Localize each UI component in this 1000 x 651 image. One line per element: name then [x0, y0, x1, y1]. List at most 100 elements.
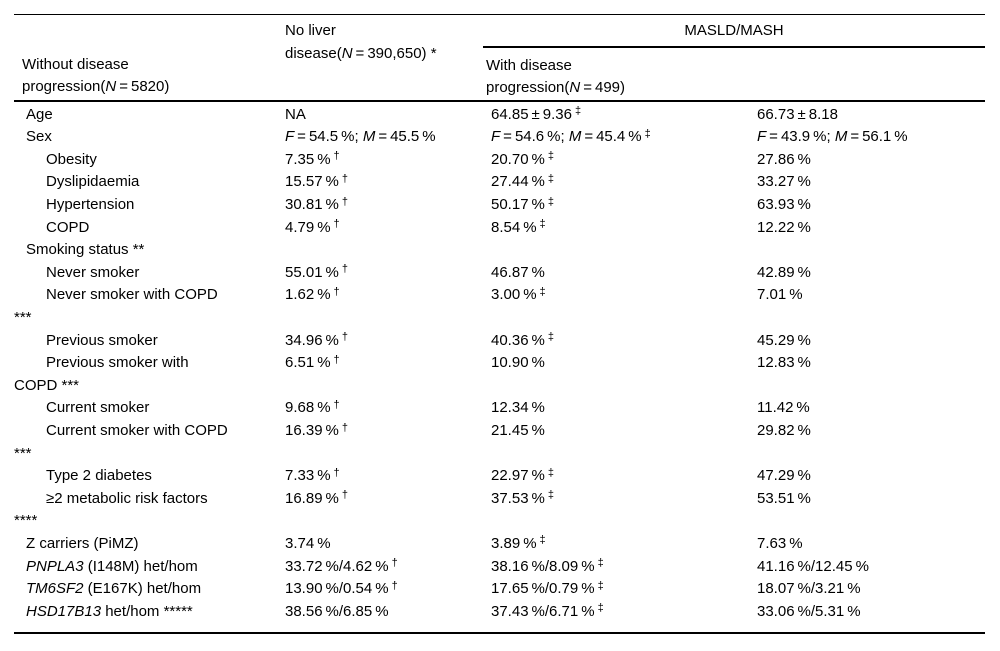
cell-value: 66.73 ± 8.18 [754, 99, 985, 127]
cell-value: 41.16 %/12.45 % [757, 557, 869, 575]
cell-value: 16.89 % † [285, 489, 349, 507]
cell-value: 10.90 % [491, 354, 545, 372]
cell-value: 12.22 % [757, 218, 811, 236]
cell-value: 9.68 % † [285, 398, 340, 417]
cell-value: 22.97 % ‡ [491, 466, 555, 485]
row-label: TM6SF2 (E167K) het/hom [26, 580, 202, 598]
cell-value: 47.29 % [757, 467, 811, 485]
cell-value: 18.07 %/3.21 % [757, 580, 861, 598]
cell-value: 38.16 %/8.09 % ‡ [491, 557, 604, 575]
cell-value: 3.74 % [285, 534, 331, 552]
row-label: ≥2 metabolic risk factors **** [14, 489, 208, 530]
table-row: Never smoker 55.01 % † 46.87 % 42.89 % [14, 262, 985, 285]
cell-value: 12.34 % [491, 399, 545, 417]
cell-value: 21.45 % [491, 422, 545, 439]
row-label: PNPLA3 (I148M) het/hom [26, 557, 198, 575]
patient-characteristics-table: No liver disease(N = 390,650) * MASLD/MAS… [14, 14, 985, 635]
cell-value: 8.54 % ‡ [491, 218, 546, 236]
cell-value: 27.86 % [757, 150, 811, 168]
cell-value: 46.87 % [491, 263, 545, 281]
cell-value: 27.44 % ‡ [491, 172, 555, 191]
cell-value: 40.36 % ‡ [491, 331, 555, 349]
table-row: Current smoker with COPD *** 16.39 % † 21.4… [14, 420, 985, 465]
cell-value: 16.39 % † [285, 421, 349, 439]
row-label: Age [14, 99, 283, 127]
cell-value: 3.89 % ‡ [491, 534, 546, 552]
cell-value: 3.00 % ‡ [491, 285, 546, 304]
cell-value: 33.72 %/4.62 % † [285, 557, 398, 575]
cell-value: 50.17 % ‡ [491, 195, 555, 214]
cell-value [754, 239, 985, 262]
cell-value: NA [283, 99, 483, 127]
cell-value: F = 54.5 %; M = 45.5 % [285, 128, 436, 146]
row-label: Never smoker [46, 263, 140, 281]
header-masld-mash-group: MASLD/MASH [483, 14, 985, 48]
header-with-disease-progression: With disease progression(N = 499) [486, 56, 626, 97]
row-label: Sex [26, 128, 52, 146]
row-label: Smoking status ** [26, 241, 145, 259]
table-row: Current smoker 9.68 % † 12.34 % 11.42 % [14, 397, 985, 420]
cell-value: 4.79 % † [285, 218, 340, 236]
cell-value: 33.27 % [757, 173, 811, 191]
row-label: Hypertension [46, 196, 135, 214]
cell-value: 12.83 % [757, 354, 811, 372]
cell-value: 6.51 % † [285, 353, 340, 372]
cell-value [483, 239, 754, 262]
header-no-liver-disease: No liver disease(N = 390,650) * [285, 22, 437, 62]
table-row: Previous smoker with COPD *** 6.51 % † 10.9… [14, 352, 985, 397]
header-empty-cell [14, 15, 283, 47]
cell-value: 37.53 % ‡ [491, 489, 555, 507]
cell-value: 38.56 %/6.85 % [283, 600, 483, 635]
row-label: Previous smoker [46, 331, 158, 349]
table-row: ≥2 metabolic risk factors **** 16.89 % † 37… [14, 488, 985, 533]
row-label: Current smoker [46, 399, 150, 417]
table-row: HSD17B13 het/hom ***** 38.56 %/6.85 % 37.4… [14, 600, 985, 635]
table-row: Z carriers (PiMZ) 3.74 % 3.89 % ‡ 7.63 % [14, 533, 985, 556]
cell-value: 1.62 % † [285, 285, 340, 304]
cell-value: 30.81 % † [285, 195, 349, 214]
row-label: Type 2 diabetes [46, 467, 152, 485]
cell-value: 29.82 % [757, 422, 811, 439]
row-label: COPD [46, 218, 90, 236]
table-row: Type 2 diabetes 7.33 % † 22.97 % ‡ 47.29 % [14, 465, 985, 488]
row-label: Never smoker with COPD *** [14, 286, 218, 327]
cell-value: 13.90 %/0.54 % † [285, 579, 398, 598]
cell-value: 20.70 % ‡ [491, 150, 555, 168]
cell-value: 33.06 %/5.31 % [754, 600, 985, 635]
row-label: Obesity [46, 150, 97, 168]
table-row: Hypertension 30.81 % † 50.17 % ‡ 63.93 % [14, 194, 985, 217]
header-row-groups: No liver disease(N = 390,650) * MASLD/MAS… [14, 14, 985, 62]
table-row: Age NA 64.85 ± 9.36 ‡ 66.73 ± 8.18 [14, 99, 985, 127]
cell-value: 45.29 % [757, 331, 811, 349]
cell-value: 55.01 % † [285, 263, 349, 281]
row-label: Current smoker with COPD *** [14, 422, 228, 462]
header-without-disease-progression: Without disease progression(N = 5820) [22, 55, 170, 96]
table-row: Sex F = 54.5 %; M = 45.5 % F = 54.6 %; M =… [14, 126, 985, 149]
row-label: Dyslipidaemia [46, 173, 140, 191]
cell-value: 42.89 % [757, 263, 811, 281]
cell-value: F = 54.6 %; M = 45.4 % ‡ [491, 127, 651, 146]
cell-value: 37.43 %/6.71 % ‡ [483, 600, 754, 635]
header-row-subgroups: Without disease progression(N = 5820) Wit… [14, 47, 985, 101]
table-row: Never smoker with COPD *** 1.62 % † 3.00 % … [14, 284, 985, 329]
cell-value: 15.57 % † [285, 172, 349, 191]
cell-value: 34.96 % † [285, 331, 349, 349]
row-label: Z carriers (PiMZ) [26, 534, 139, 552]
table-row: Obesity 7.35 % † 20.70 % ‡ 27.86 % [14, 149, 985, 172]
cell-value: 7.63 % [757, 534, 803, 552]
row-label: Previous smoker with COPD *** [14, 354, 189, 394]
cell-value: 11.42 % [757, 399, 810, 417]
cell-value: 64.85 ± 9.36 ‡ [483, 99, 754, 127]
cell-value: 53.51 % [757, 489, 811, 507]
cell-value: 7.35 % † [285, 150, 340, 168]
cell-value: 7.01 % [757, 286, 803, 304]
table-row: Previous smoker 34.96 % † 40.36 % ‡ 45.29 % [14, 330, 985, 353]
table-row: Smoking status ** [14, 239, 985, 262]
cell-value: 7.33 % † [285, 466, 340, 485]
table-row: COPD 4.79 % † 8.54 % ‡ 12.22 % [14, 217, 985, 240]
table-header: No liver disease(N = 390,650) * MASLD/MAS… [14, 14, 985, 101]
cell-value [283, 239, 483, 262]
row-label: HSD17B13 het/hom ***** [14, 600, 283, 635]
table-row: Dyslipidaemia 15.57 % † 27.44 % ‡ 33.27 % [14, 171, 985, 194]
